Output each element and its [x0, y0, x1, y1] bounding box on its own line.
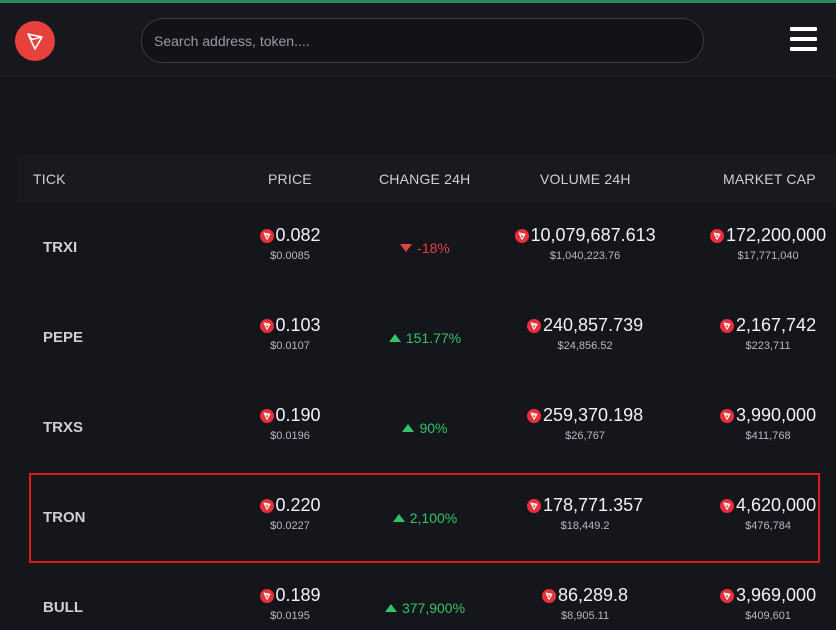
table-row[interactable]: TRXI 0.082 $0.0085 -18% 10,079,687.613 $1,040… — [0, 203, 836, 293]
volume-value: 178,771.357 — [543, 495, 644, 515]
volume-usd: $24,856.52 — [557, 340, 613, 352]
price-cell: 0.189 $0.0195 — [259, 585, 321, 622]
tron-coin-icon — [527, 498, 541, 513]
market-cap-usd: $411,768 — [745, 430, 791, 442]
arrow-down-icon — [400, 244, 413, 252]
volume-usd: $18,449.2 — [560, 520, 610, 532]
market-cap-value: 3,990,000 — [736, 405, 817, 425]
tron-coin-icon — [542, 588, 556, 603]
top-accent-bar — [0, 0, 836, 3]
price-usd: $0.0107 — [270, 340, 310, 352]
arrow-up-icon — [388, 334, 401, 342]
header — [0, 3, 836, 77]
market-cap-cell: 2,167,742 $223,711 — [720, 315, 816, 352]
header-market-cap[interactable]: MARKET CAP — [723, 171, 816, 187]
tron-coin-icon — [710, 228, 724, 243]
tron-coin-icon — [259, 318, 274, 333]
price-cell: 0.103 $0.0107 — [259, 315, 321, 352]
price-usd: $0.0085 — [270, 250, 310, 262]
volume-cell: 240,857.739 $24,856.52 — [527, 315, 643, 352]
tron-logo-icon[interactable] — [15, 21, 55, 61]
hamburger-menu-icon[interactable] — [790, 25, 818, 53]
volume-value: 240,857.739 — [543, 315, 644, 335]
change-24h: 2,100% — [350, 473, 500, 563]
market-cap-cell: 172,200,000 $17,771,040 — [710, 225, 826, 262]
tron-coin-icon — [527, 318, 541, 333]
market-cap-cell: 3,969,000 $409,601 — [720, 585, 816, 622]
tron-coin-icon — [720, 408, 734, 423]
search-input[interactable] — [141, 18, 704, 63]
volume-cell: 259,370.198 $26,767 — [527, 405, 643, 442]
tron-coin-icon — [259, 228, 274, 243]
change-value: 151.77% — [405, 330, 462, 346]
price-cell: 0.220 $0.0227 — [259, 495, 321, 532]
change-value: 377,900% — [401, 600, 466, 616]
market-cap-usd: $409,601 — [745, 610, 791, 622]
price-usd: $0.0227 — [270, 520, 310, 532]
change-value: 90% — [419, 420, 448, 436]
arrow-up-icon — [392, 514, 405, 522]
arrow-up-icon — [384, 604, 397, 612]
price-cell: 0.082 $0.0085 — [259, 225, 321, 262]
market-cap-value: 2,167,742 — [736, 315, 817, 335]
header-volume[interactable]: VOLUME 24H — [540, 171, 631, 187]
table-row[interactable]: TRON 0.220 $0.0227 2,100% 178,771.357 $18,449… — [29, 473, 820, 563]
market-cap-usd: $17,771,040 — [737, 250, 799, 262]
price-usd: $0.0196 — [270, 430, 310, 442]
change-value: -18% — [417, 240, 450, 256]
volume-usd: $26,767 — [565, 430, 605, 442]
market-cap-usd: $476,784 — [745, 520, 791, 532]
volume-cell: 86,289.8 $8,905.11 — [542, 585, 628, 622]
volume-value: 259,370.198 — [543, 405, 644, 425]
change-24h: 377,900% — [350, 563, 500, 630]
tron-coin-icon — [259, 498, 274, 513]
volume-value: 86,289.8 — [558, 585, 629, 605]
market-cap-cell: 4,620,000 $476,784 — [720, 495, 816, 532]
volume-usd: $1,040,223.76 — [549, 250, 621, 262]
price-value: 0.103 — [275, 315, 321, 335]
header-change[interactable]: CHANGE 24H — [379, 171, 471, 187]
table-row[interactable]: BULL 0.189 $0.0195 377,900% 86,289.8 $8,905.1… — [0, 563, 836, 630]
price-usd: $0.0195 — [270, 610, 310, 622]
price-value: 0.189 — [275, 585, 321, 605]
tick-label[interactable]: TRXS — [43, 419, 84, 436]
volume-cell: 10,079,687.613 $1,040,223.76 — [514, 225, 656, 262]
tick-label[interactable]: BULL — [43, 599, 83, 616]
tron-logo-glyph — [27, 33, 43, 50]
market-cap-cell: 3,990,000 $411,768 — [720, 405, 816, 442]
table-row[interactable]: TRXS 0.190 $0.0196 90% 259,370.198 $26,767 3,9… — [0, 383, 836, 473]
market-cap-value: 172,200,000 — [726, 225, 827, 245]
price-cell: 0.190 $0.0196 — [259, 405, 321, 442]
tron-coin-icon — [259, 588, 274, 603]
volume-value: 10,079,687.613 — [530, 225, 656, 245]
tron-coin-icon — [259, 408, 274, 423]
price-value: 0.220 — [275, 495, 321, 515]
change-value: 2,100% — [409, 510, 458, 526]
change-24h: 90% — [350, 383, 500, 473]
tron-coin-icon — [720, 498, 734, 513]
market-cap-value: 4,620,000 — [736, 495, 817, 515]
tick-label[interactable]: TRON — [43, 509, 86, 526]
arrow-up-icon — [402, 424, 415, 432]
price-value: 0.082 — [275, 225, 321, 245]
market-cap-value: 3,969,000 — [736, 585, 817, 605]
change-24h: 151.77% — [350, 293, 500, 383]
tron-coin-icon — [514, 228, 529, 243]
change-24h: -18% — [350, 203, 500, 293]
header-tick[interactable]: TICK — [33, 171, 66, 187]
tron-coin-icon — [720, 588, 734, 603]
header-price[interactable]: PRICE — [268, 171, 312, 187]
volume-cell: 178,771.357 $18,449.2 — [527, 495, 643, 532]
table-row[interactable]: PEPE 0.103 $0.0107 151.77% 240,857.739 $24,85… — [0, 293, 836, 383]
price-value: 0.190 — [275, 405, 321, 425]
tron-coin-icon — [720, 318, 734, 333]
table-header: TICK PRICE CHANGE 24H VOLUME 24H MARKET … — [17, 155, 836, 203]
volume-usd: $8,905.11 — [560, 610, 610, 622]
tick-label[interactable]: PEPE — [43, 329, 84, 346]
tick-label[interactable]: TRXI — [43, 239, 78, 256]
market-cap-usd: $223,711 — [745, 340, 791, 352]
tron-coin-icon — [527, 408, 541, 423]
